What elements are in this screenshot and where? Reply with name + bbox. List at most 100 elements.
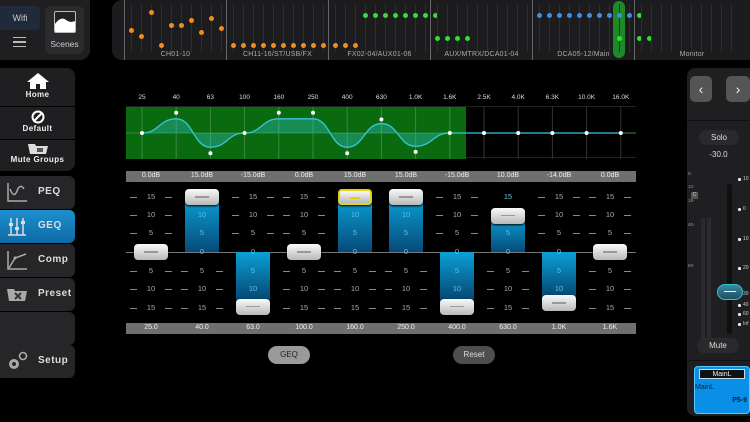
channel-lane — [619, 4, 620, 52]
channel-lane — [731, 4, 732, 52]
channel-level-dot — [607, 13, 612, 18]
graph-frequency-label: 63 — [206, 94, 215, 101]
tab-geq[interactable]: GEQ — [0, 210, 75, 243]
band-frequency-value: 160.0 — [346, 324, 364, 331]
channel-level-dot — [199, 30, 204, 35]
fader-knob[interactable] — [491, 207, 525, 224]
tab-comp[interactable]: Comp — [0, 244, 75, 277]
geq-button[interactable]: GEQ — [268, 346, 310, 364]
tab-setup[interactable]: Setup — [0, 345, 75, 378]
tab-empty[interactable] — [0, 312, 75, 345]
graph-frequency-label: 6.3K — [545, 94, 560, 101]
channel-level-dot — [537, 13, 542, 18]
channel-lane — [437, 4, 438, 52]
reset-button[interactable]: Reset — [453, 346, 495, 364]
fader-scale-dot — [738, 267, 741, 270]
next-channel-button[interactable]: › — [726, 76, 750, 102]
main-fader-knob[interactable] — [717, 284, 743, 300]
overview-group-label: FX02-04/AUX01-06 — [347, 51, 412, 58]
channel-lane — [629, 4, 630, 52]
fader-knob[interactable] — [593, 244, 627, 260]
channel-level-dot — [383, 13, 388, 18]
fader-knob[interactable] — [236, 298, 270, 315]
overview-group[interactable]: CH11-16/ST/USB/FX — [226, 0, 328, 60]
main-fader-track[interactable] — [727, 184, 732, 334]
default-button[interactable]: Default — [0, 110, 75, 138]
scenes-button[interactable]: Scenes — [45, 6, 84, 54]
wifi-button[interactable]: Wifi — [0, 6, 40, 30]
fader-fill — [338, 197, 372, 252]
channel-lane — [191, 4, 192, 52]
band-gain-value: -15.0dB — [240, 172, 266, 179]
fader-scale-tick: 10 — [432, 210, 482, 220]
overview-group[interactable]: AUX/MTRX/DCA01-04 — [430, 0, 532, 60]
eq-response-graph[interactable] — [126, 106, 636, 159]
channel-level-dot — [241, 43, 246, 48]
overview-group[interactable]: Monitor — [634, 0, 749, 60]
mute-groups-button[interactable]: Mute Groups — [0, 143, 75, 169]
fader-knob[interactable] — [338, 189, 372, 206]
fader-knob[interactable] — [185, 189, 219, 206]
channel-lane — [201, 4, 202, 52]
tab-peq[interactable]: PEQ — [0, 176, 75, 209]
fader-knob[interactable] — [389, 189, 423, 206]
channel-lane — [527, 4, 528, 52]
home-button[interactable]: Home — [0, 72, 75, 104]
fader-scale-tick: 15 — [534, 192, 584, 202]
channel-lane — [681, 4, 682, 52]
overview-group-label: CH11-16/ST/USB/FX — [242, 51, 312, 58]
channel-lane — [579, 4, 580, 52]
previous-channel-button[interactable]: ‹ — [690, 76, 712, 102]
graph-frequency-label: 250 — [307, 94, 319, 101]
overview-group[interactable]: CH01-10 — [124, 0, 226, 60]
fader-scale-tick: 5 — [352, 228, 358, 237]
fader-scale-dot — [738, 208, 741, 211]
fader-scale-tick: 5 — [126, 228, 176, 238]
fader-scale-tick: 15 — [126, 303, 176, 313]
channel-level-dot — [647, 36, 652, 41]
channel-level-dot — [321, 43, 326, 48]
channel-level-dot — [301, 43, 306, 48]
overview-group[interactable]: FX02-04/AUX01-06 — [328, 0, 438, 60]
overview-group[interactable]: DCA05-12/Main — [532, 0, 652, 60]
channel-level-dot — [373, 13, 378, 18]
fader-knob[interactable] — [287, 244, 321, 260]
fader-scale-tick: 5 — [483, 266, 533, 276]
channel-lane — [487, 4, 488, 52]
fader-scale-label: 60 — [743, 311, 749, 317]
channel-lane — [161, 4, 162, 52]
fader-fill — [185, 197, 219, 252]
channel-lane — [283, 4, 284, 52]
fader-scale-tick: 10 — [330, 284, 380, 294]
graph-frequency-label: 630 — [375, 94, 387, 101]
fader-knob[interactable] — [134, 244, 168, 260]
channel-card[interactable]: MainL MainL P5-9 — [694, 366, 750, 414]
band-gain-value: 0.0dB — [294, 172, 314, 179]
channel-lane — [151, 4, 152, 52]
hamburger-menu-icon[interactable] — [13, 37, 26, 47]
band-frequency-value: 1.6K — [602, 324, 618, 331]
fader-knob[interactable] — [440, 298, 474, 315]
fader-scale-tick: 10 — [126, 210, 176, 220]
solo-button[interactable]: Solo — [699, 130, 739, 145]
home-icon — [26, 73, 49, 89]
tab-preset[interactable]: Preset — [0, 278, 75, 311]
channel-lane — [671, 4, 672, 52]
fader-scale-tick: 5 — [177, 266, 227, 276]
channel-overview-strip[interactable]: CH01-10 CH11-16/ST/USB/FX FX02-04/AUX01-06… — [112, 0, 750, 60]
fader-knob[interactable] — [542, 295, 576, 312]
mute-button[interactable]: Mute — [697, 338, 739, 353]
gears-icon — [9, 351, 28, 369]
level-meter-right — [707, 218, 711, 353]
fader-scale-tick: 5 — [454, 266, 460, 275]
